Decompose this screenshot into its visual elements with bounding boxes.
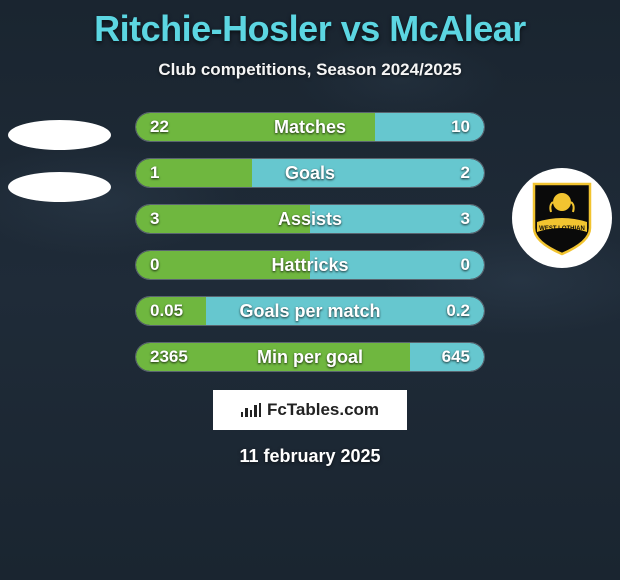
stat-label: Matches [136,113,484,141]
attribution-text: FcTables.com [267,400,379,420]
page-title: Ritchie-Hosler vs McAlear [94,8,526,50]
team-left-logo [8,120,111,224]
stat-bar: 00Hattricks [135,250,485,280]
stat-label: Goals per match [136,297,484,325]
stat-bar: 2210Matches [135,112,485,142]
team-right-logo: WEST LOTHIAN [512,168,612,268]
stat-bar: 12Goals [135,158,485,188]
stat-label: Hattricks [136,251,484,279]
svg-text:WEST LOTHIAN: WEST LOTHIAN [539,226,585,232]
shield-icon: WEST LOTHIAN [529,180,595,256]
page-subtitle: Club competitions, Season 2024/2025 [158,60,461,80]
date-label: 11 february 2025 [239,446,380,467]
stat-bar: 2365645Min per goal [135,342,485,372]
stat-label: Goals [136,159,484,187]
stat-bar: 0.050.2Goals per match [135,296,485,326]
placeholder-ellipse-icon [8,120,111,150]
stat-label: Min per goal [136,343,484,371]
placeholder-ellipse-icon [8,172,111,202]
badge-circle: WEST LOTHIAN [512,168,612,268]
comparison-bars: 2210Matches 12Goals 33Assists 00Hattricks 0.… [135,112,485,372]
bar-chart-icon [241,403,261,417]
stat-bar: 33Assists [135,204,485,234]
stat-label: Assists [136,205,484,233]
attribution-badge: FcTables.com [213,390,407,430]
